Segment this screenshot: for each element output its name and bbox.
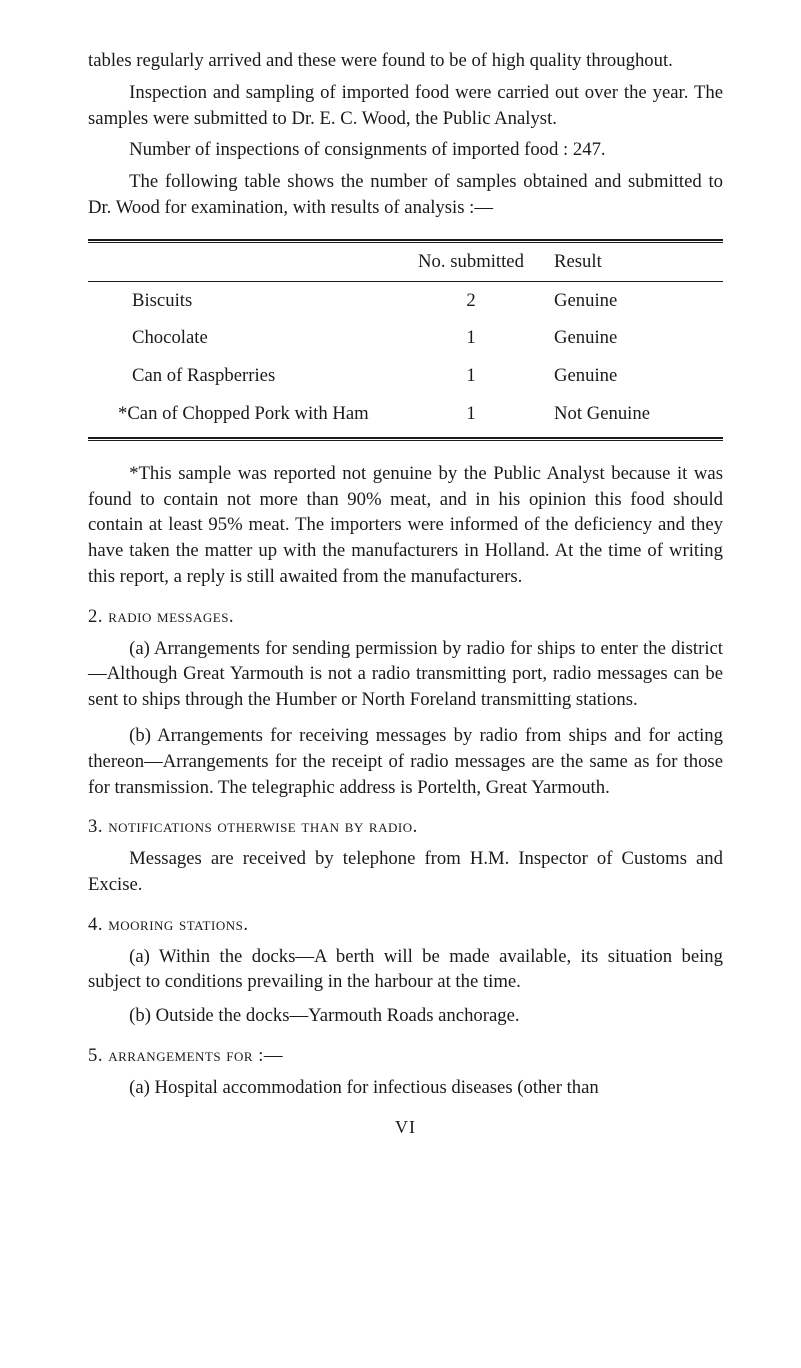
body-paragraph: Number of inspections of consignments of…	[88, 137, 723, 163]
section-heading-label: 2. radio messages.	[88, 606, 234, 627]
section-heading-label: 3. notifications otherwise than by radio…	[88, 816, 418, 837]
table-bottom-double-rule	[88, 437, 723, 441]
body-paragraph: (b) Outside the docks—Yarmouth Roads anc…	[88, 1003, 723, 1029]
table-cell-result: Genuine	[550, 282, 723, 320]
table-header-result: Result	[550, 243, 723, 281]
table-cell-n: 1	[392, 357, 550, 395]
section-heading-2: 2. radio messages.	[88, 604, 723, 630]
table-cell-item: *Can of Chopped Pork with Ham	[88, 395, 392, 433]
table-row: Can of Raspberries 1 Genuine	[88, 357, 723, 395]
table-cell-item: Chocolate	[88, 319, 392, 357]
table-header-submitted: No. submitted	[392, 243, 550, 281]
section-heading-3: 3. notifications otherwise than by radio…	[88, 814, 723, 840]
section-heading-4: 4. mooring stations.	[88, 912, 723, 938]
page-number: VI	[88, 1115, 723, 1140]
table-cell-item: Can of Raspberries	[88, 357, 392, 395]
body-paragraph: (a) Hospital accommodation for infectiou…	[88, 1075, 723, 1101]
section-heading-label: 4. mooring stations.	[88, 914, 249, 935]
table-cell-n: 1	[392, 395, 550, 433]
table-cell-result: Genuine	[550, 319, 723, 357]
samples-table: No. submitted Result	[88, 243, 723, 281]
table-row: Chocolate 1 Genuine	[88, 319, 723, 357]
table-row: *Can of Chopped Pork with Ham 1 Not Genu…	[88, 395, 723, 433]
table-cell-n: 1	[392, 319, 550, 357]
table-footnote: *This sample was reported not genuine by…	[88, 461, 723, 590]
body-paragraph: (a) Arrangements for sending permission …	[88, 636, 723, 713]
table-header-blank	[88, 243, 392, 281]
samples-table-wrapper: No. submitted Result Biscuits 2 Genuine …	[88, 239, 723, 441]
body-paragraph: (a) Within the docks—A berth will be mad…	[88, 944, 723, 996]
body-paragraph: Inspection and sampling of imported food…	[88, 80, 723, 132]
body-paragraph: tables regularly arrived and these were …	[88, 48, 723, 74]
body-paragraph: The following table shows the number of …	[88, 169, 723, 221]
section-heading-label: 5. arrangements for :—	[88, 1045, 283, 1066]
table-cell-n: 2	[392, 282, 550, 320]
body-paragraph: Messages are received by telephone from …	[88, 846, 723, 898]
table-row: Biscuits 2 Genuine	[88, 282, 723, 320]
table-cell-result: Not Genuine	[550, 395, 723, 433]
section-heading-5: 5. arrangements for :—	[88, 1043, 723, 1069]
table-cell-item: Biscuits	[88, 282, 392, 320]
document-page: tables regularly arrived and these were …	[0, 0, 801, 1368]
samples-table-body: Biscuits 2 Genuine Chocolate 1 Genuine C…	[88, 282, 723, 433]
body-paragraph: (b) Arrangements for receiving messages …	[88, 723, 723, 800]
table-header-row: No. submitted Result	[88, 243, 723, 281]
table-cell-result: Genuine	[550, 357, 723, 395]
